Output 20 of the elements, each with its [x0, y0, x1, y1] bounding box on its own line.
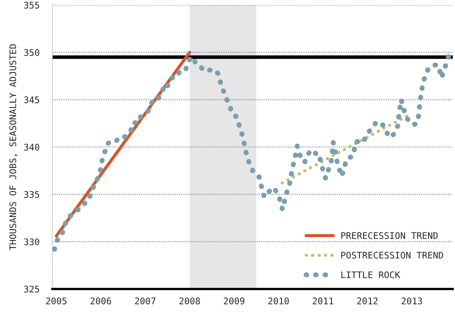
legend-label: PRERECESSION TREND: [341, 232, 438, 239]
legend-label: LITTLE ROCK: [341, 271, 400, 278]
x-tick-label: 2012: [357, 298, 378, 304]
x-tick-label: 2009: [224, 298, 244, 304]
x-tick-label: 2011: [312, 298, 334, 304]
y-tick-label: 340: [24, 144, 40, 151]
x-tick-label: 2007: [135, 298, 156, 304]
x-tick-label: 2013: [402, 298, 422, 304]
y-tick-label: 330: [24, 238, 40, 246]
x-tick-label: 2006: [90, 298, 112, 304]
x-tick-label: 2005: [46, 298, 66, 304]
x-tick-label: 2008: [179, 298, 200, 304]
x-tick-label: 2010: [268, 298, 289, 304]
y-tick-label: 345: [24, 96, 40, 104]
y-tick-label: 325: [24, 286, 40, 293]
y-tick-label: 350: [24, 49, 40, 56]
y-axis-title: THOUSANDS OF JOBS, SEASONALLY ADJUSTED: [9, 44, 18, 250]
legend-label: POSTRECESSION TREND: [341, 252, 444, 259]
y-tick-label: 355: [24, 2, 40, 9]
y-tick-label: 335: [24, 191, 40, 198]
